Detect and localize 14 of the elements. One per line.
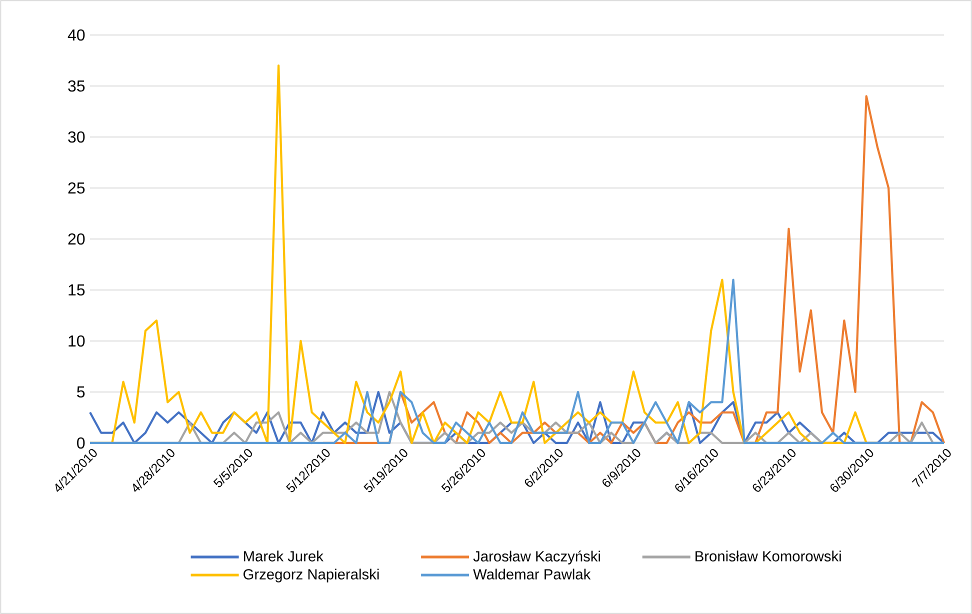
y-tick-label: 30	[68, 131, 85, 143]
y-tick-label: 15	[68, 284, 85, 296]
y-tick-label: 0	[77, 437, 85, 449]
legend-label: Jarosław Kaczyński	[473, 550, 600, 564]
legend-label: Grzegorz Napieralski	[244, 568, 379, 582]
y-tick-label: 40	[68, 29, 85, 41]
y-tick-label: 5	[77, 386, 85, 398]
legend-label: Waldemar Pawlak	[473, 568, 591, 580]
legend-label: Marek Jurek	[244, 550, 324, 562]
y-tick-label: 25	[68, 182, 85, 194]
y-tick-label: 35	[68, 80, 85, 92]
y-tick-label: 20	[68, 233, 85, 245]
y-tick-label: 10	[68, 335, 85, 347]
legend-label: Bronisław Komorowski	[696, 550, 841, 562]
